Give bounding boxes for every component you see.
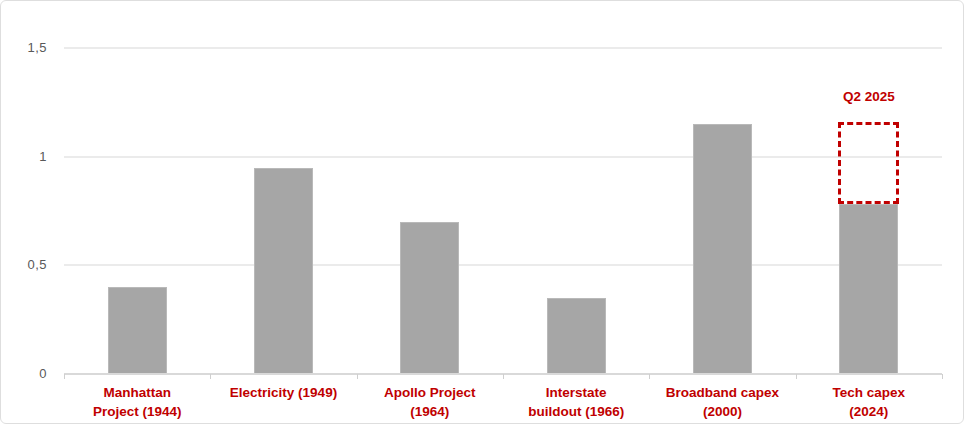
x-axis-tick [210,374,211,379]
x-category-label: Tech capex (2024) [796,383,942,421]
bar-6 [839,204,898,374]
gridline [64,264,942,266]
q2-2025-projection-box [838,122,899,205]
gridline [64,47,942,49]
x-axis-tick [357,374,358,379]
x-category-label: Manhattan Project (1944) [64,383,210,421]
x-axis-tick [503,374,504,379]
x-axis-tick [649,374,650,379]
y-tick-label: 1 [1,149,47,164]
bar-1 [108,287,167,374]
x-axis-tick [942,374,943,379]
bar-3 [400,222,459,374]
bar-2 [254,168,313,374]
bar-4 [547,298,606,374]
q2-2025-annotation-label: Q2 2025 [809,89,929,104]
y-tick-label: 0,5 [1,257,47,272]
x-axis-tick [64,374,65,379]
x-category-label: Broadband capex (2000) [649,383,795,421]
bar-5 [693,124,752,374]
x-axis-tick [796,374,797,379]
y-tick-label: 1,5 [1,40,47,55]
x-category-label: Interstate buildout (1966) [503,383,649,421]
chart-frame: 0 0,5 1 1,5 Manhattan Project (1944)Electri… [0,0,964,424]
x-category-label: Apollo Project (1964) [357,383,503,421]
gridline [64,156,942,158]
x-category-label: Electricity (1949) [210,383,356,402]
y-tick-label: 0 [1,366,47,381]
bar-chart: 0 0,5 1 1,5 Manhattan Project (1944)Electri… [1,1,963,423]
